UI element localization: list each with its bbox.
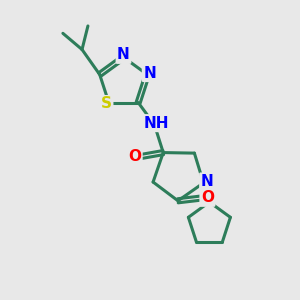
- Text: N: N: [201, 174, 213, 189]
- Text: N: N: [117, 47, 130, 62]
- Text: S: S: [101, 97, 112, 112]
- Text: N: N: [143, 66, 156, 81]
- Text: O: O: [128, 149, 141, 164]
- Text: NH: NH: [144, 116, 170, 130]
- Text: O: O: [201, 190, 214, 205]
